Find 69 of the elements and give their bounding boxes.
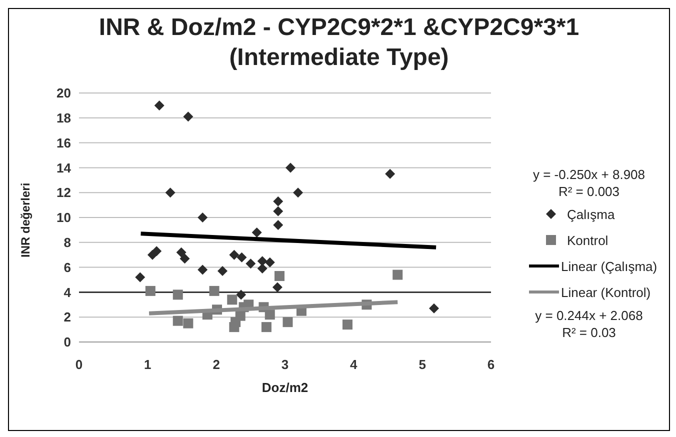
point (385, 168, 396, 179)
point (154, 100, 164, 110)
point (264, 257, 275, 268)
legend-label: Çalışma (567, 207, 616, 222)
point (274, 271, 285, 282)
point (252, 227, 262, 238)
point (236, 290, 246, 300)
point (246, 258, 256, 269)
x-axis-title: Doz/m2 (262, 380, 308, 395)
point (229, 250, 240, 260)
x-tick-label: 1 (144, 357, 152, 372)
point (342, 320, 352, 330)
point (282, 317, 293, 328)
point (264, 310, 275, 320)
point (429, 303, 440, 314)
y-tick-label: 0 (64, 334, 71, 350)
y-tick-label: 8 (64, 235, 71, 250)
y-tick-label: 4 (64, 284, 72, 300)
point (172, 290, 183, 300)
point (198, 264, 208, 275)
point (257, 264, 268, 274)
legend-label: Linear (Kontrol) (561, 285, 651, 300)
y-tick-label: 16 (56, 135, 71, 150)
point (183, 112, 194, 122)
point (293, 188, 304, 198)
y-tick-label: 20 (56, 86, 71, 101)
x-tick-label: 4 (350, 357, 358, 372)
point (218, 266, 228, 276)
x-tick-label: 6 (487, 357, 495, 372)
point (272, 282, 282, 292)
y-axis-title: INR değerleri (18, 182, 32, 258)
legend-label: Kontrol (567, 233, 608, 248)
text: R² = 0.003 (558, 184, 620, 199)
x-tick-label: 3 (281, 357, 289, 372)
point (273, 220, 284, 230)
point (392, 270, 403, 280)
point (152, 246, 162, 256)
y-tick-label: 18 (56, 110, 71, 126)
point (273, 196, 284, 206)
y-tick-label: 6 (64, 260, 71, 275)
point (235, 310, 246, 321)
y-tick-label: 2 (64, 310, 71, 325)
point (198, 212, 208, 222)
point (273, 206, 284, 216)
chart-title: INR & Doz/m2 - CYP2C9*2*1 &CYP2C9*3*1 (98, 13, 580, 43)
point (236, 252, 247, 262)
point (165, 188, 176, 198)
x-tick-label: 5 (418, 357, 426, 372)
point (285, 162, 296, 173)
y-tick-label: 14 (56, 160, 72, 176)
point (261, 322, 272, 332)
y-tick-label: 12 (56, 185, 71, 200)
point (183, 318, 194, 328)
text: y = 0.244x + 2.068 (535, 308, 643, 323)
point (180, 254, 190, 264)
point (257, 256, 268, 266)
text: y = -0.250x + 8.908 (532, 167, 646, 182)
legend-label: Linear (Çalışma) (561, 259, 658, 274)
y-tick-label: 10 (56, 210, 71, 226)
point (145, 286, 156, 296)
point (135, 272, 146, 282)
point (172, 316, 183, 326)
point (176, 247, 186, 258)
point (209, 286, 220, 296)
x-tick-label: 0 (75, 357, 83, 372)
text: R² = 0.03 (562, 325, 616, 340)
chart-subtitle: (Intermediate Type) (228, 43, 450, 73)
point (227, 294, 238, 305)
x-tick-label: 2 (212, 357, 220, 372)
